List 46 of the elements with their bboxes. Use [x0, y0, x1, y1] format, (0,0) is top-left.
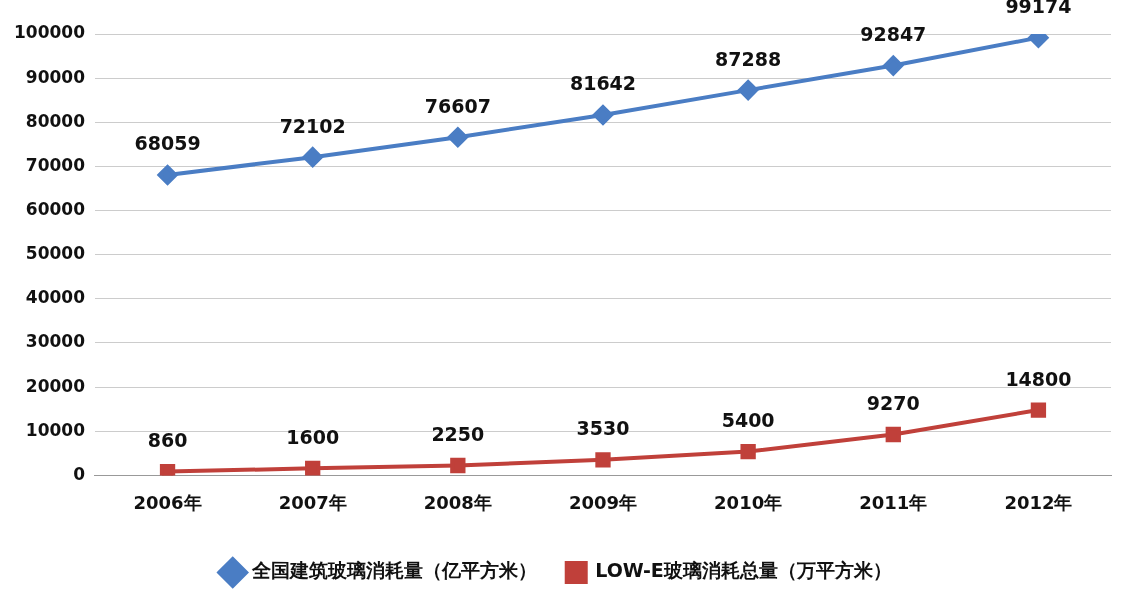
y-tick-label: 50000 [25, 243, 86, 264]
y-tick-label: 30000 [25, 331, 86, 352]
data-label: 2250 [431, 422, 485, 445]
x-tick-label: 2006年 [133, 491, 202, 513]
x-tick-label: 2009年 [568, 491, 638, 513]
data-label: 860 [147, 429, 188, 452]
data-label: 72102 [279, 114, 346, 137]
point [450, 457, 466, 474]
y-tick-label: 100000 [13, 22, 86, 43]
point [1030, 402, 1047, 418]
point [595, 452, 611, 468]
x-tick-label: 2011年 [859, 491, 928, 513]
point [305, 460, 321, 476]
y-tick-label: 20000 [25, 375, 86, 396]
y-tick-label: 80000 [25, 110, 86, 131]
point [592, 105, 613, 126]
data-label: 92847 [860, 23, 927, 46]
data-label: 76607 [424, 94, 491, 117]
data-label: 68059 [134, 132, 201, 155]
data-label: 3530 [576, 417, 630, 440]
point [157, 164, 178, 185]
x-tick-label: 2008年 [423, 491, 492, 513]
x-tick-label: 2012年 [1004, 491, 1073, 513]
legend-label: 全国建筑玻璃消耗量（亿平方米） [250, 559, 537, 582]
y-tick-label: 90000 [25, 66, 86, 87]
point [738, 80, 759, 101]
point [447, 127, 468, 148]
y-tick-label: 60000 [25, 198, 86, 219]
y-tick-label: 70000 [25, 154, 86, 175]
legend-label: LOW-E玻璃消耗总量（万平方米） [595, 559, 892, 582]
data-label: 14800 [1005, 367, 1072, 390]
point [159, 463, 176, 476]
x-tick-label: 2010年 [714, 491, 783, 513]
point [740, 443, 756, 460]
x-tick-label: 2007年 [278, 491, 347, 513]
point [883, 55, 904, 76]
point [885, 426, 901, 443]
data-label: 5400 [721, 409, 775, 431]
y-tick-label: 40000 [25, 287, 86, 308]
y-tick-label: 10000 [25, 419, 86, 440]
y-tick-label: 0 [73, 463, 86, 484]
point [302, 147, 323, 168]
data-label: 87288 [715, 47, 782, 70]
data-label: 81642 [569, 72, 637, 95]
data-label: 9270 [866, 391, 920, 414]
data-label: 1600 [286, 425, 340, 448]
